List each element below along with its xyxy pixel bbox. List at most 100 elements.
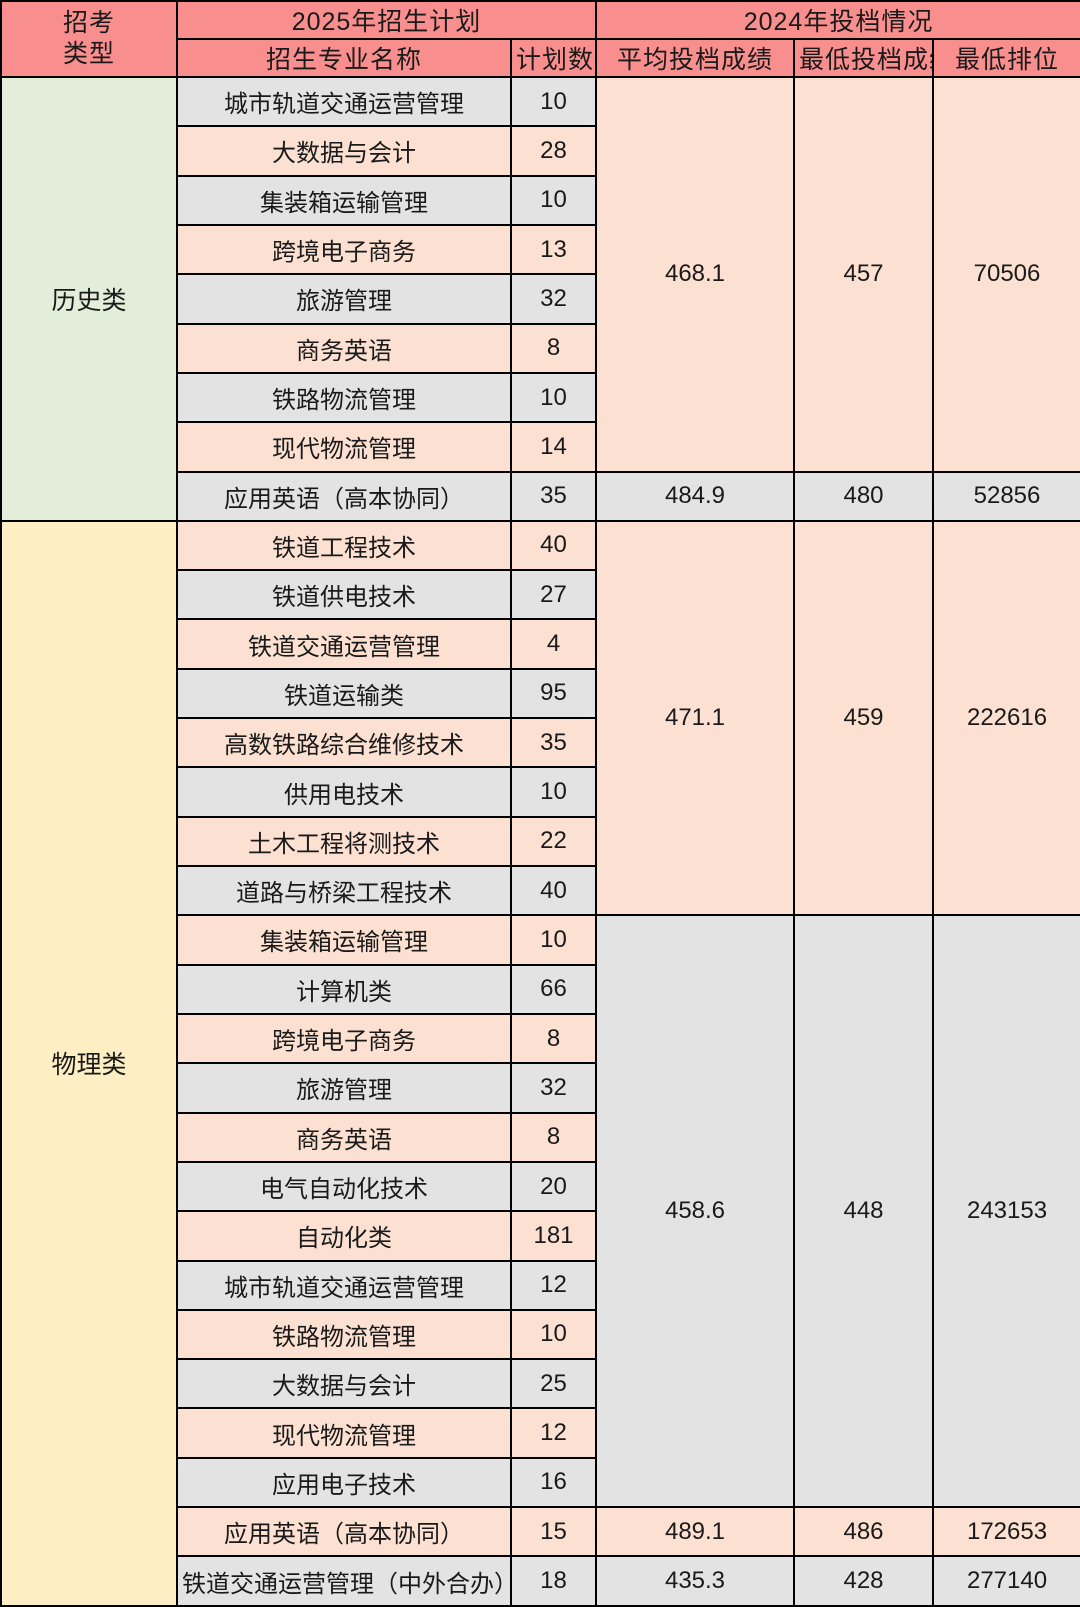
table-row: 应用英语（高本协同） 15 489.1 486 172653 [1,1506,1080,1558]
table-row: 城市轨道交通运营管理 12 [1,1259,1080,1311]
table-row: 现代物流管理 14 [1,421,1080,473]
min-score-cell: 457 [793,76,934,473]
plan-count-cell: 10 [510,75,597,128]
plan-count-cell: 32 [510,1062,597,1114]
major-name-cell: 大数据与会计 [176,125,512,177]
major-name-cell: 电气自动化技术 [176,1160,512,1213]
major-name-cell: 计算机类 [176,963,512,1015]
table-row: 供用电技术 10 [1,766,1080,818]
major-name-cell: 铁路物流管理 [176,371,512,424]
major-name-cell: 城市轨道交通运营管理 [176,75,512,128]
min-rank-cell: 70506 [931,76,1080,473]
header-major-name: 招生专业名称 [176,38,512,78]
table-row: 现代物流管理 12 [1,1407,1080,1459]
major-name-cell: 集装箱运输管理 [176,914,512,966]
plan-count-cell: 40 [510,864,597,917]
min-rank-cell: 277140 [931,1555,1080,1607]
header-exam-type: 招考 类型 [0,0,178,78]
table-row: 自动化类 181 [1,1210,1080,1262]
plan-count-cell: 12 [510,1259,597,1311]
avg-score-cell: 489.1 [595,1506,795,1558]
major-name-cell: 道路与桥梁工程技术 [176,864,512,917]
avg-score-cell: 435.3 [595,1555,795,1607]
plan-count-cell: 4 [510,618,597,670]
plan-count-cell: 25 [510,1358,597,1410]
min-rank-cell: 52856 [931,470,1080,522]
major-name-cell: 旅游管理 [176,273,512,325]
min-score-cell: 428 [793,1555,934,1607]
plan-count-cell: 8 [510,1111,597,1163]
table-row: 铁道供电技术 27 [1,569,1080,621]
header-exam-type-line2: 类型 [62,40,115,68]
header-min-rank: 最低排位 [931,38,1080,78]
plan-count-cell: 28 [510,125,597,177]
table-row: 铁道运输类 95 [1,667,1080,720]
major-name-cell: 应用电子技术 [176,1456,512,1509]
header-avg-score: 平均投档成绩 [595,38,795,78]
table-row: 铁道交通运营管理 4 [1,618,1080,670]
plan-count-cell: 27 [510,569,597,621]
major-name-cell: 土木工程将测技术 [176,815,512,868]
min-score-cell: 486 [793,1506,934,1558]
plan-count-cell: 10 [510,766,597,818]
avg-score-cell: 468.1 [595,76,795,473]
major-name-cell: 现代物流管理 [176,421,512,473]
table-row: 集装箱运输管理 10 [1,174,1080,226]
plan-count-cell: 20 [510,1160,597,1213]
major-name-cell: 商务英语 [176,322,512,374]
avg-score-cell: 471.1 [595,519,795,917]
header-row-columns: 招生专业名称 计划数 平均投档成绩 最低投档成绩 最低排位 [1,38,1080,78]
plan-count-cell: 14 [510,421,597,473]
table-row: 跨境电子商务 8 [1,1012,1080,1065]
major-name-cell: 供用电技术 [176,766,512,818]
table-row: 应用电子技术 16 [1,1456,1080,1509]
table-row: 商务英语 8 [1,322,1080,374]
major-name-cell: 城市轨道交通运营管理 [176,1259,512,1311]
header-group-result-2024: 2024年投档情况 [594,0,1080,40]
table-row: 道路与桥梁工程技术 40 [1,864,1080,917]
plan-count-cell: 32 [510,273,597,325]
major-name-cell: 铁道交通运营管理（中外合办） [176,1555,512,1607]
plan-count-cell: 10 [510,371,597,424]
table-row: 铁路物流管理 10 [1,371,1080,424]
avg-score-cell: 458.6 [595,914,795,1509]
table-row: 应用英语（高本协同） 35 484.9 480 52856 [1,470,1080,522]
plan-count-cell: 13 [510,223,597,276]
table-row: 计算机类 66 [1,963,1080,1015]
table-row: 旅游管理 32 [1,273,1080,325]
table-row: 铁道交通运营管理（中外合办） 18 435.3 428 277140 [1,1555,1080,1607]
table-row: 历史类 城市轨道交通运营管理 10 468.1 457 70506 [0,75,1080,522]
table-header: 招考 类型 2025年招生计划 2024年投档情况 招生专业名称 计划数 平均投… [0,0,1080,78]
major-name-cell: 铁道交通运营管理 [176,618,512,670]
table-row: 物理类 铁道工程技术 40 471.1 459 222616 [0,519,1080,1607]
major-name-cell: 跨境电子商务 [176,1012,512,1065]
plan-count-cell: 16 [510,1456,597,1509]
table-body: 历史类 城市轨道交通运营管理 10 468.1 457 70506 大数据与会计 28 集装箱运… [0,75,1080,1607]
plan-count-cell: 35 [510,470,597,522]
header-exam-type-line1: 招考 [62,8,115,37]
plan-count-cell: 18 [510,1555,597,1607]
major-name-cell: 铁道工程技术 [176,519,512,572]
plan-count-cell: 95 [510,667,597,720]
header-plan-count: 计划数 [510,38,597,78]
major-name-cell: 旅游管理 [176,1062,512,1114]
plan-count-cell: 10 [510,174,597,226]
table-row: 集装箱运输管理 10 458.6 448 243153 [1,914,1080,1509]
table-row: 大数据与会计 25 [1,1358,1080,1410]
plan-count-cell: 66 [510,963,597,1015]
major-name-cell: 现代物流管理 [176,1407,512,1459]
header-group-plan-2025: 2025年招生计划 [176,0,597,40]
plan-count-cell: 181 [510,1210,597,1262]
min-score-cell: 480 [793,470,934,522]
header-row-groups: 招考 类型 2025年招生计划 2024年投档情况 [0,0,1080,78]
major-name-cell: 铁路物流管理 [176,1308,512,1361]
table-row: 跨境电子商务 13 [1,223,1080,276]
min-rank-cell: 243153 [931,914,1080,1509]
table-row: 电气自动化技术 20 [1,1160,1080,1213]
table-row: 旅游管理 32 [1,1062,1080,1114]
table-row: 商务英语 8 [1,1111,1080,1163]
major-name-cell: 商务英语 [176,1111,512,1163]
major-name-cell: 高数铁路综合维修技术 [176,717,512,769]
avg-score-cell: 484.9 [595,470,795,522]
